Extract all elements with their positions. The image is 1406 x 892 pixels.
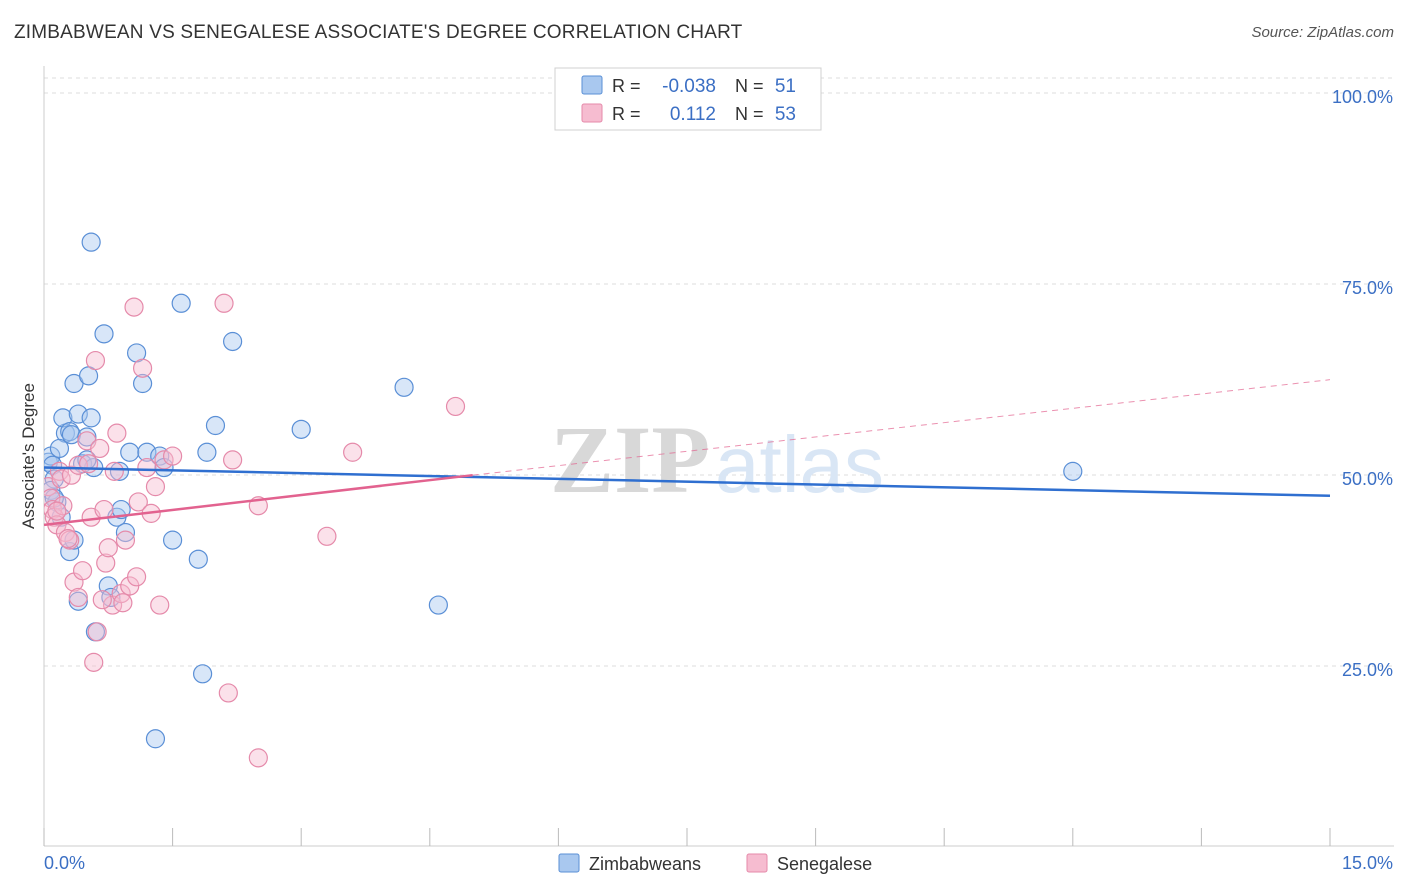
senegalese-point	[61, 465, 82, 485]
senegalese-point	[96, 553, 116, 573]
bottom-swatch-zimbabweans	[558, 853, 580, 873]
senegalese-point	[132, 358, 153, 378]
y-tick-label: 75.0%	[1342, 278, 1393, 298]
senegalese-point	[68, 587, 88, 608]
zimbabwean-point	[68, 404, 88, 424]
bottom-legend-senegalese: Senegalese	[777, 854, 872, 874]
x-tick-label-min: 0.0%	[44, 853, 85, 873]
senegalese-point	[113, 593, 133, 613]
senegalese-point	[84, 652, 104, 672]
legend-r-value-1: -0.038	[662, 76, 716, 97]
senegalese-point	[47, 501, 67, 521]
senegalese-point	[92, 590, 112, 610]
watermark: ZIP atlas	[550, 406, 884, 513]
senegalese-point	[53, 496, 73, 516]
legend-r-value-2: 0.112	[670, 104, 716, 125]
watermark-zip: ZIP	[550, 406, 710, 513]
senegalese-point	[137, 457, 157, 478]
zimbabwean-point	[60, 422, 80, 442]
zimbabwean-point	[171, 293, 191, 313]
y-tick-label: 50.0%	[1342, 469, 1393, 489]
senegalese-point	[51, 469, 71, 489]
y-tick-label: 25.0%	[1342, 660, 1393, 680]
senegalese-point	[68, 455, 88, 475]
bottom-swatch-senegalese	[746, 853, 768, 873]
zimbabwean-point	[109, 461, 130, 481]
senegalese-point	[128, 492, 148, 512]
zimbabwean-point	[223, 331, 243, 352]
zimbabwean-point	[428, 595, 448, 615]
senegalese-point	[445, 396, 466, 417]
zimbabwean-point	[291, 419, 311, 439]
chart-title: ZIMBABWEAN VS SENEGALESE ASSOCIATE'S DEG…	[14, 22, 743, 43]
senegalese-point	[124, 297, 144, 317]
senegalese-point	[72, 561, 93, 581]
senegalese-point	[248, 748, 268, 768]
senegalese-point	[150, 595, 170, 615]
zimbabwean-point	[111, 499, 131, 520]
senegalese-point	[343, 442, 363, 462]
y-tick-label: 100.0%	[1332, 87, 1393, 107]
legend-n-value-1: 51	[775, 76, 796, 97]
series-legend: Zimbabweans Senegalese	[558, 853, 872, 874]
senegalese-point	[87, 622, 107, 642]
zimbabwean-point	[145, 729, 166, 749]
trend-lines	[43, 379, 1331, 527]
senegalese-point	[104, 461, 124, 481]
zimbabwean-point	[49, 438, 70, 459]
legend-swatch-senegalese	[581, 103, 603, 123]
senegalese-point	[223, 450, 243, 470]
zimbabwean-point	[81, 408, 101, 428]
senegalese-point	[126, 567, 147, 587]
senegalese-point	[218, 683, 238, 703]
zimbabwean-point	[205, 415, 226, 436]
zimbabwean-point	[188, 549, 208, 569]
senegalese-point	[145, 477, 166, 497]
senegalese-point	[214, 293, 234, 313]
legend-swatch-zimbabweans	[581, 75, 603, 95]
source-label: Source: ZipAtlas.com	[1251, 24, 1394, 41]
senegalese-point	[90, 438, 110, 459]
legend-n-label-1: N =	[735, 76, 764, 96]
x-tick-label-max: 15.0%	[1342, 853, 1393, 873]
zimbabwean-trend-line	[43, 466, 1331, 498]
watermark-atlas: atlas	[715, 420, 884, 509]
axes	[43, 66, 1394, 847]
zimbabwean-point	[197, 442, 217, 462]
zimbabwean-point	[115, 522, 136, 543]
senegalese-point	[115, 530, 136, 550]
zimbabwean-point	[163, 530, 183, 550]
senegalese-point	[163, 446, 183, 466]
senegalese-point	[78, 454, 99, 474]
legend-r-label-1: R =	[612, 76, 641, 96]
senegalese-trend-line	[43, 473, 473, 527]
data-points	[44, 232, 1083, 768]
bottom-legend-zimbabweans: Zimbabweans	[589, 854, 701, 874]
zimbabwean-point	[120, 442, 140, 462]
senegalese-point	[107, 423, 127, 443]
zimbabwean-point	[81, 232, 101, 252]
zimbabwean-point	[394, 377, 414, 397]
zimbabwean-point	[132, 373, 153, 394]
zimbabwean-point	[94, 324, 114, 344]
senegalese-point	[94, 499, 114, 520]
senegalese-point	[98, 538, 118, 558]
zimbabwean-point	[1063, 461, 1083, 481]
senegalese-trend-extension	[472, 379, 1331, 476]
legend-n-label-2: N =	[735, 104, 764, 124]
senegalese-point	[317, 526, 337, 546]
zimbabwean-point	[193, 664, 213, 684]
legend-r-label-2: R =	[612, 104, 641, 124]
grid-lines	[44, 77, 1394, 667]
zimbabwean-point	[137, 442, 157, 462]
stats-legend: R = -0.038 N = 51 R = 0.112 N = 53	[554, 67, 822, 131]
y-axis-label: Associate's Degree	[19, 383, 38, 529]
senegalese-point	[58, 528, 78, 549]
legend-n-value-2: 53	[775, 104, 796, 125]
tick-labels: 25.0% 50.0% 75.0% 100.0% 0.0% 15.0%	[44, 87, 1393, 873]
senegalese-point	[85, 350, 106, 371]
